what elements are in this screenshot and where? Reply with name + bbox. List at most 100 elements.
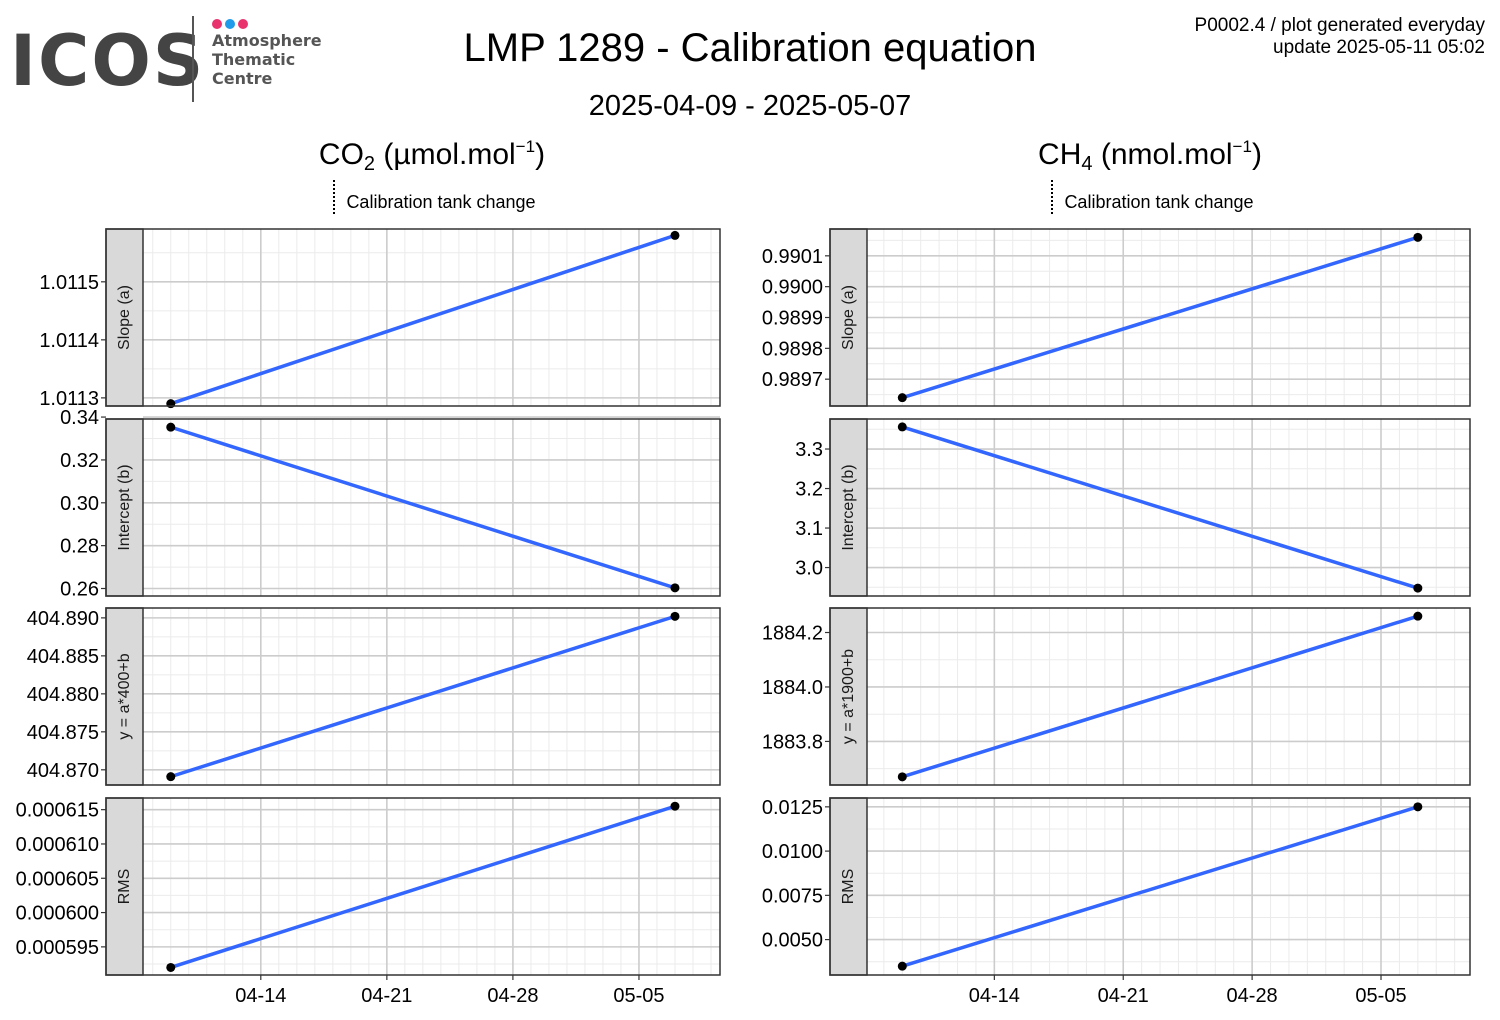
- y-tick-label: 404.875: [27, 722, 99, 744]
- data-point: [670, 230, 680, 240]
- data-point: [1413, 583, 1423, 593]
- y-tick-label: 0.000605: [16, 868, 99, 890]
- logo-line-1: Atmosphere: [212, 31, 322, 50]
- y-tick-label: 3.0: [795, 558, 823, 580]
- y-tick-label: 0.000610: [16, 834, 99, 856]
- y-tick-label: 0.32: [60, 450, 99, 472]
- x-tick-label: 04-28: [1227, 985, 1278, 1007]
- panel-strip-label: RMS: [116, 869, 133, 905]
- logo-wordmark: ICOS: [10, 20, 206, 102]
- co2-panel-3: 404.870 404.875 404.880 404.885 404.890 y = a…: [27, 607, 721, 786]
- x-tick-label: 04-14: [235, 985, 286, 1007]
- dotted-line-legend-icon: [328, 180, 340, 214]
- panel-strip-label: Intercept (b): [840, 464, 857, 550]
- y-tick-label: 0.9901: [762, 246, 823, 268]
- y-tick-label: 1883.8: [762, 731, 823, 753]
- data-point: [166, 772, 176, 782]
- co2-species: CO: [318, 138, 364, 171]
- co2-unit-close: ): [535, 138, 546, 171]
- co2-panel-1: 1.0113 1.0114 1.0115 Slope (a): [39, 228, 721, 410]
- ch4-header: CH4 (nmol.mol−1) Calibration tank change: [840, 138, 1460, 214]
- co2-panel-4: 0.000595 0.000600 0.000605 0.000610 0.000615…: [16, 797, 721, 976]
- page-title: LMP 1289 - Calibration equation: [463, 26, 1037, 70]
- x-tick-label: 04-28: [487, 985, 538, 1007]
- x-tick-label: 05-05: [613, 985, 664, 1007]
- logo-dot-2: [225, 19, 235, 29]
- panel-strip-label: y = a*400+b: [116, 653, 133, 739]
- series-line: [901, 425, 1419, 590]
- x-tick-label: 04-21: [1098, 985, 1149, 1007]
- data-point: [166, 399, 176, 409]
- y-tick-label: 0.0125: [762, 797, 823, 819]
- y-tick-label: 404.880: [27, 684, 99, 706]
- logo-line-3: Centre: [212, 69, 273, 88]
- panel-border: [829, 607, 1471, 786]
- panel-strip-label: Slope (a): [116, 285, 133, 350]
- logo-dots: [212, 16, 251, 29]
- ch4-subscript: 4: [1081, 153, 1093, 175]
- logo-line-2: Thematic: [212, 50, 296, 69]
- y-tick-label: 3.3: [795, 439, 823, 461]
- panel-strip: [105, 797, 144, 976]
- y-tick-label: 0.9898: [762, 338, 823, 360]
- ch4-panel-4: 0.0050 0.0075 0.0100 0.0125 RMS: [762, 797, 1471, 976]
- data-point: [670, 611, 680, 621]
- data-point: [670, 583, 680, 593]
- ch4-title: CH4 (nmol.mol−1): [840, 138, 1460, 174]
- series-line: [170, 614, 676, 779]
- co2-panel-2: 0.26 0.28 0.30 0.32 0.34 Intercept (b): [60, 407, 721, 601]
- data-point: [166, 422, 176, 432]
- ch4-species: CH: [1038, 138, 1082, 171]
- ch4-legend: Calibration tank change: [840, 180, 1460, 214]
- y-tick-label: 0.000600: [16, 903, 99, 925]
- y-tick-label: 0.9899: [762, 308, 823, 330]
- panel-border: [105, 607, 721, 786]
- date-range-subtitle: 2025-04-09 - 2025-05-07: [588, 90, 912, 122]
- ch4-legend-label: Calibration tank change: [1064, 192, 1254, 212]
- y-tick-label: 1.0115: [39, 272, 99, 294]
- dotted-line-legend-icon: [1046, 180, 1058, 214]
- ch4-unit-close: ): [1251, 138, 1262, 171]
- logo-dot-1: [212, 19, 222, 29]
- x-tick-label: 04-21: [361, 985, 412, 1007]
- generation-info: P0002.4 / plot generated everyday update…: [1195, 15, 1485, 59]
- panel-border: [105, 418, 721, 597]
- y-tick-label: 0.000595: [16, 937, 99, 959]
- co2-subscript: 2: [363, 153, 376, 175]
- panel-strip-label: Intercept (b): [116, 464, 133, 550]
- y-tick-label: 0.000615: [16, 800, 99, 822]
- y-tick-label: 3.2: [795, 479, 823, 501]
- co2-header: CO2 (µmol.mol−1) Calibration tank change: [122, 138, 742, 214]
- panel-border: [829, 228, 1471, 407]
- panel-border: [105, 797, 721, 976]
- series-line: [170, 804, 676, 970]
- y-tick-label: 0.26: [60, 579, 99, 601]
- panel-strip-label: y = a*1900+b: [840, 649, 857, 744]
- data-point: [897, 422, 907, 432]
- data-point: [897, 393, 907, 403]
- data-point: [897, 961, 907, 971]
- meta-line-1: P0002.4 / plot generated everyday: [1194, 15, 1485, 36]
- data-point: [1413, 232, 1423, 242]
- panel-strip: [105, 228, 144, 407]
- data-point: [166, 962, 176, 972]
- y-tick-label: 1884.2: [762, 623, 823, 645]
- y-tick-label: 0.0100: [762, 841, 823, 863]
- ch4-unit-exponent: −1: [1232, 137, 1252, 156]
- y-tick-label: 0.9897: [762, 369, 823, 391]
- data-point: [1413, 611, 1423, 621]
- panel-border: [829, 418, 1471, 597]
- icos-logo: ICOS Atmosphere Thematic Centre: [10, 12, 330, 107]
- panel-border: [105, 228, 721, 407]
- y-tick-label: 1884.0: [762, 677, 823, 699]
- co2-legend: Calibration tank change: [122, 180, 742, 214]
- y-tick-label: 404.890: [27, 608, 99, 630]
- y-tick-label: 0.0075: [762, 885, 823, 907]
- series-line: [901, 235, 1419, 400]
- ch4-panel-2: 3.0 3.1 3.2 3.3 Intercept (b): [795, 418, 1471, 597]
- x-tick-label: 04-14: [969, 985, 1020, 1007]
- co2-unit: (µmol.mol: [375, 138, 516, 171]
- logo-divider: [192, 16, 194, 102]
- panel-strip: [105, 418, 144, 597]
